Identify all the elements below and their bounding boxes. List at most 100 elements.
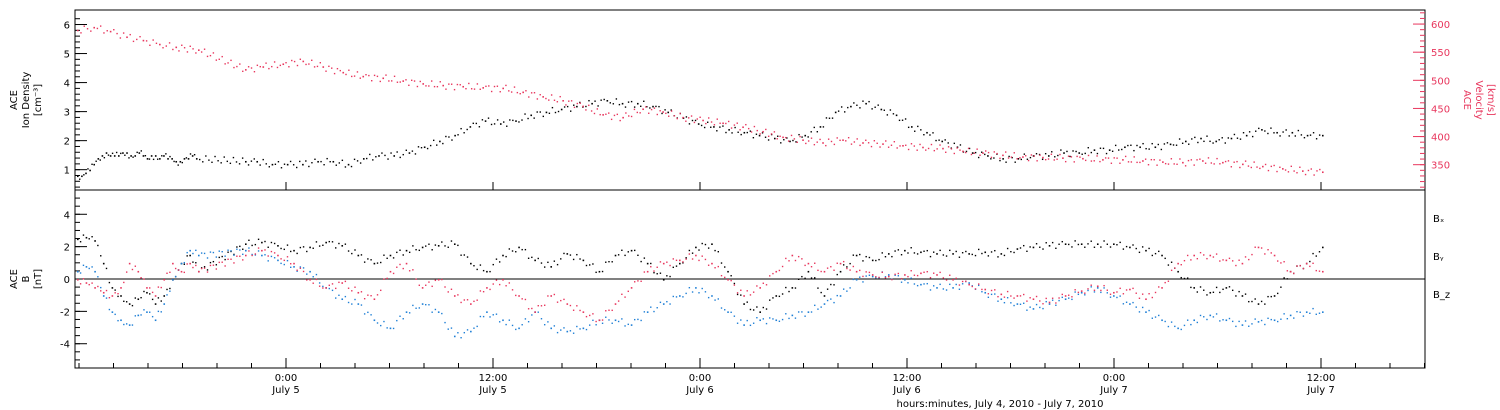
density-point: [91, 163, 93, 166]
b-z-point: [1077, 291, 1080, 294]
b-y-point: [1029, 306, 1031, 308]
b-z-point: [743, 295, 745, 297]
b-x-point: [1257, 303, 1260, 305]
b-z-point: [453, 295, 456, 297]
velocity-point: [747, 127, 750, 130]
density-point: [874, 106, 876, 108]
b-x-point: [1103, 240, 1105, 242]
density-point: [1276, 131, 1278, 134]
b-x-point: [102, 262, 105, 265]
b-y-point: [149, 311, 151, 313]
density-point: [907, 126, 910, 129]
b-x-point: [380, 261, 382, 264]
density-point: [990, 158, 992, 160]
b-x-point: [1035, 243, 1038, 245]
b-y-point: [354, 298, 356, 301]
b-x-point: [936, 253, 938, 255]
b-x-point: [582, 259, 585, 262]
density-point: [655, 105, 657, 108]
velocity-point: [1050, 153, 1053, 155]
density-point: [1233, 133, 1236, 136]
b-z-point: [82, 278, 85, 280]
density-point: [974, 151, 977, 154]
density-point: [299, 160, 301, 163]
b-x-point: [338, 242, 340, 245]
x-tick-time-label: 0:00: [275, 373, 297, 384]
b-z-point: [1248, 258, 1250, 261]
density-point: [338, 162, 341, 164]
density-point: [694, 119, 697, 122]
b-y-point: [608, 319, 610, 321]
density-point: [1239, 138, 1242, 140]
b-x-point: [543, 266, 546, 268]
b-x-point: [595, 271, 597, 274]
b-z-point: [695, 254, 697, 257]
velocity-point: [1019, 157, 1021, 159]
density-point: [880, 108, 883, 111]
b-z-point: [746, 290, 748, 292]
b-y-point: [224, 255, 226, 257]
density-point: [527, 117, 529, 120]
b-y-point: [984, 291, 987, 294]
b-x-point: [666, 275, 668, 277]
density-point: [944, 139, 946, 141]
b-y-point: [553, 325, 556, 327]
b-x-point: [650, 262, 652, 265]
b-z-point: [1302, 267, 1305, 270]
density-point: [314, 158, 316, 160]
velocity-point: [645, 106, 647, 108]
velocity-point: [599, 113, 601, 116]
velocity-point: [533, 92, 536, 94]
b-x-point: [932, 251, 935, 253]
density-point: [187, 158, 190, 160]
velocity-point: [353, 75, 356, 77]
b-z-point: [431, 285, 433, 288]
density-point: [700, 124, 703, 127]
density-point: [886, 114, 889, 116]
b-z-point: [1260, 247, 1263, 249]
velocity-point: [1107, 157, 1110, 159]
top-data-marks: [77, 25, 1324, 180]
density-point: [837, 110, 840, 112]
b-z-point: [531, 307, 533, 310]
density-point: [542, 115, 545, 118]
density-point: [408, 152, 411, 154]
b-y-point: [797, 311, 800, 313]
b-y-point: [955, 283, 957, 286]
b-x-point: [1045, 242, 1047, 244]
density-point: [1041, 158, 1044, 161]
density-point: [977, 156, 980, 159]
b-z-point: [331, 283, 334, 285]
density-point: [615, 98, 618, 100]
velocity-point: [836, 137, 838, 139]
density-point: [414, 153, 417, 155]
b-y-point: [1238, 320, 1240, 323]
density-point: [122, 152, 124, 154]
velocity-point: [1144, 158, 1147, 160]
b-y-point: [688, 286, 691, 289]
b-y-point: [457, 332, 459, 334]
density-point: [132, 156, 134, 158]
b-x-point: [852, 254, 855, 256]
density-point: [923, 134, 925, 136]
velocity-point: [1256, 166, 1258, 168]
b-y-point: [994, 293, 996, 295]
b-y-point: [868, 274, 871, 277]
b-x-point: [971, 253, 973, 256]
velocity-point: [499, 91, 501, 93]
velocity-point: [707, 117, 710, 119]
velocity-point: [206, 55, 209, 58]
density-point: [189, 153, 192, 155]
velocity-point: [819, 138, 821, 141]
b-y-point: [376, 322, 379, 324]
velocity-point: [1213, 163, 1215, 165]
density-point: [1309, 134, 1312, 136]
velocity-point: [262, 66, 265, 68]
b-x-point: [200, 267, 203, 269]
b-z-point: [1289, 270, 1292, 273]
bottom-ytick-label: 0: [64, 275, 70, 286]
density-point: [965, 150, 968, 153]
b-y-point: [1161, 319, 1163, 322]
velocity-point: [109, 30, 112, 33]
b-z-point: [418, 284, 421, 286]
